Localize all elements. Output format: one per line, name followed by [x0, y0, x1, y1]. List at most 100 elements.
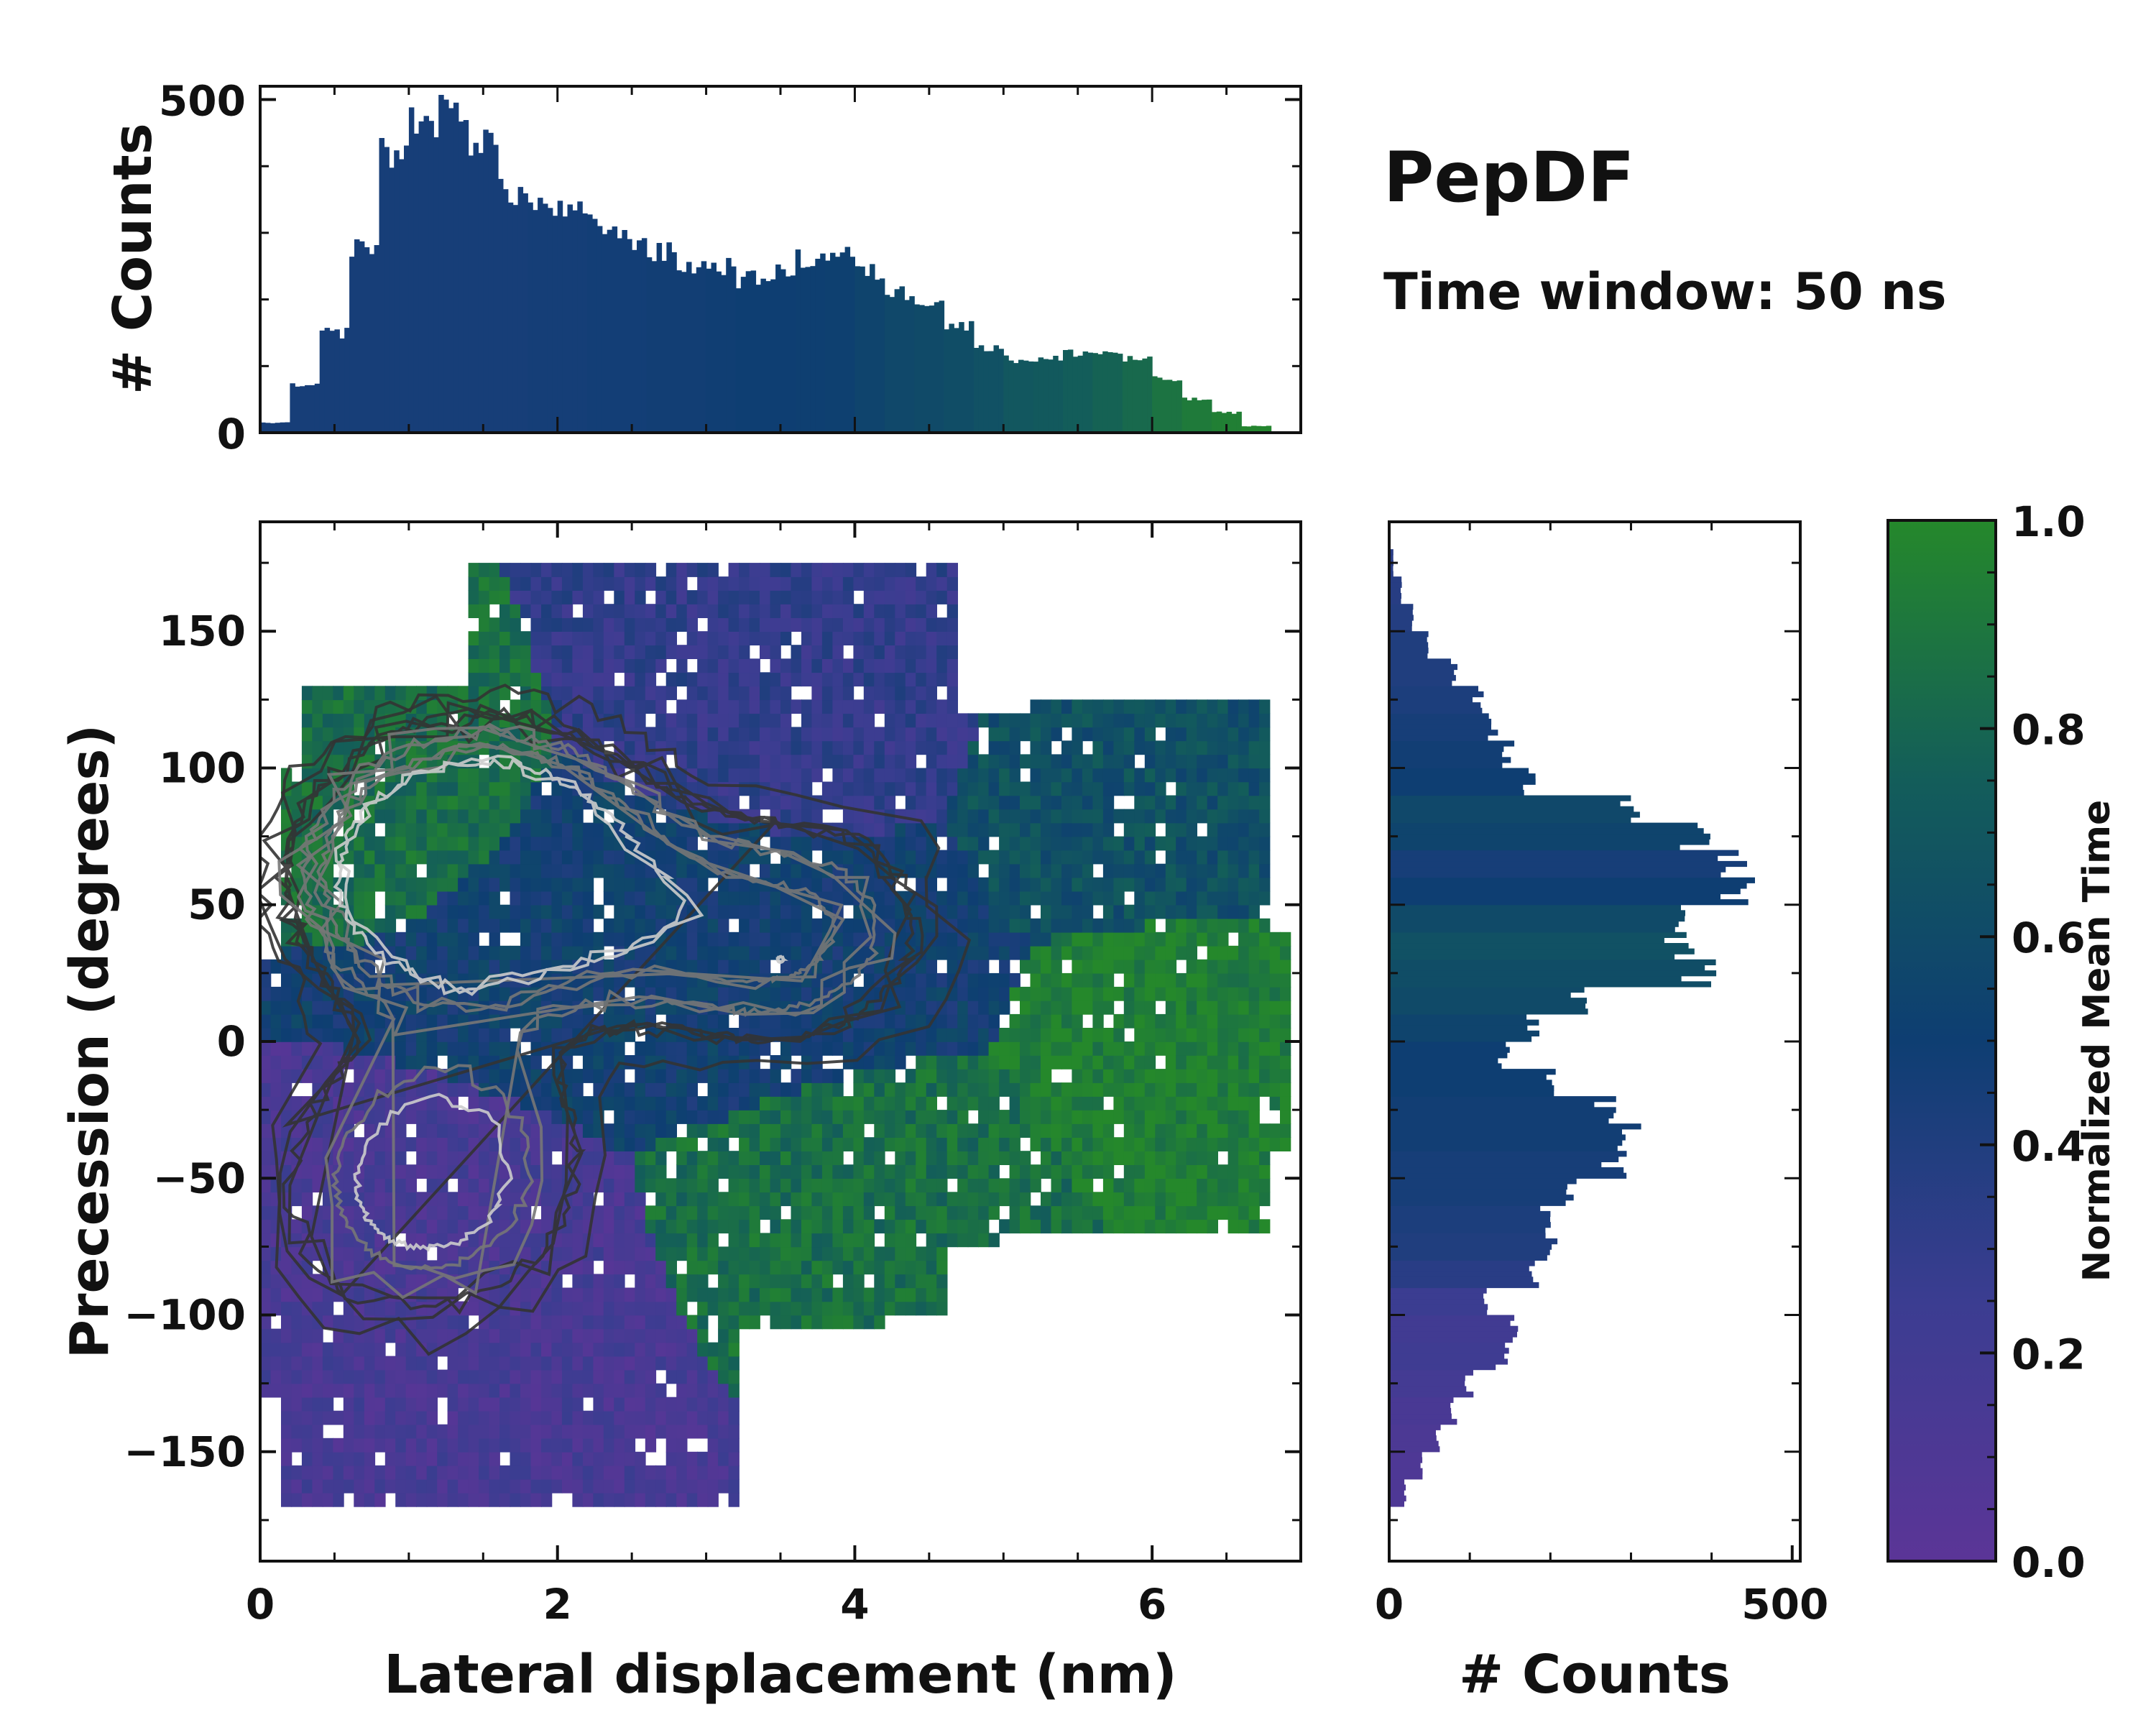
heatmap-cell [957, 1137, 969, 1151]
heatmap-cell [603, 891, 615, 906]
heatmap-cell [416, 1246, 428, 1261]
heatmap-cell [749, 1110, 760, 1124]
top-histogram-bar [1092, 353, 1098, 433]
heatmap-cell [1061, 891, 1073, 906]
heatmap-cell [510, 1082, 521, 1097]
heatmap-cell [988, 795, 1000, 810]
heatmap-cell [811, 563, 823, 577]
heatmap-cell [760, 1137, 771, 1151]
heatmap-cell [988, 713, 1000, 728]
heatmap-cell [1041, 959, 1052, 974]
heatmap-cell [728, 795, 740, 810]
heatmap-cell [479, 1328, 490, 1343]
heatmap-cell [676, 1315, 688, 1330]
heatmap-cell [510, 1492, 521, 1507]
heatmap-cell [697, 1328, 709, 1343]
top-histogram-bar [384, 147, 390, 433]
heatmap-cell [946, 672, 958, 687]
heatmap-cell [780, 1151, 792, 1165]
top-histogram-bar [1216, 411, 1222, 433]
heatmap-cell [1009, 986, 1021, 1001]
heatmap-cell [405, 1274, 417, 1289]
heatmap-cell [770, 1233, 781, 1248]
heatmap-cell [1134, 1151, 1146, 1165]
heatmap-cell [354, 1219, 365, 1234]
heatmap-cell [489, 1096, 500, 1110]
heatmap-cell [957, 904, 969, 919]
heatmap-cell [520, 1342, 532, 1357]
heatmap-cell [291, 1028, 303, 1042]
heatmap-cell [874, 891, 885, 906]
heatmap-cell [1165, 904, 1177, 919]
heatmap-cell [1186, 768, 1197, 783]
heatmap-cell [645, 631, 657, 645]
heatmap-cell [260, 1137, 272, 1151]
heatmap-cell [520, 658, 532, 673]
heatmap-cell [728, 1438, 740, 1453]
heatmap-cell [1186, 1000, 1197, 1015]
heatmap-cell [530, 945, 542, 960]
heatmap-cell [853, 1028, 865, 1042]
heatmap-cell [426, 863, 438, 878]
heatmap-cell [978, 1233, 990, 1248]
heatmap-cell [1155, 781, 1166, 796]
heatmap-cell [582, 1164, 594, 1179]
heatmap-cell [978, 945, 990, 960]
heatmap-cell [364, 863, 376, 878]
heatmap-cell [760, 1178, 771, 1193]
top-histogram-bar [404, 145, 410, 433]
top-histogram-bar [983, 351, 990, 433]
heatmap-cell [530, 932, 542, 947]
heatmap-cell [770, 1219, 781, 1234]
heatmap-cell [520, 932, 532, 947]
heatmap-cell [593, 959, 604, 974]
heatmap-cell [1009, 1137, 1021, 1151]
heatmap-cell [1061, 1192, 1073, 1207]
heatmap-cell [593, 1287, 604, 1302]
heatmap-cell [770, 631, 781, 645]
heatmap-cell [853, 1233, 865, 1248]
heatmap-cell [926, 1082, 937, 1097]
heatmap-cell [707, 1410, 719, 1425]
heatmap-cell [1155, 986, 1166, 1001]
heatmap-cell [489, 877, 500, 892]
heatmap-cell [343, 686, 355, 701]
heatmap-cell [1051, 945, 1062, 960]
heatmap-cell [686, 672, 698, 687]
heatmap-cell [832, 645, 844, 659]
top-histogram-bar [533, 210, 538, 433]
heatmap-cell [364, 1013, 376, 1029]
heatmap-cell [572, 1260, 584, 1275]
heatmap-cell [936, 1287, 948, 1302]
heatmap-cell [821, 645, 834, 659]
heatmap-cell [905, 1219, 917, 1234]
heatmap-cell [593, 1438, 604, 1453]
heatmap-cell [905, 1178, 917, 1193]
heatmap-cell [665, 1397, 677, 1412]
heatmap-cell [1123, 768, 1135, 783]
heatmap-cell [863, 972, 875, 988]
heatmap-cell [936, 1301, 948, 1316]
heatmap-cell [905, 1069, 917, 1083]
heatmap-cell [281, 1328, 292, 1343]
heatmap-cell [749, 945, 760, 960]
heatmap-cell [978, 1000, 990, 1015]
heatmap-cell [895, 1110, 906, 1124]
heatmap-cell [707, 1137, 719, 1151]
heatmap-cell [374, 1301, 386, 1316]
heatmap-cell [760, 1110, 771, 1124]
heatmap-cell [697, 1246, 709, 1261]
heatmap-cell [1176, 795, 1187, 810]
heatmap-cell [655, 713, 667, 728]
heatmap-cell [1186, 891, 1197, 906]
heatmap-cell [333, 1028, 344, 1042]
heatmap-cell [395, 863, 407, 878]
heatmap-cell [895, 1096, 906, 1110]
heatmap-cell [853, 781, 865, 796]
heatmap-cell [1092, 1110, 1104, 1124]
top-histogram-bar [602, 234, 608, 433]
heatmap-cell [697, 1451, 709, 1466]
heatmap-cell [582, 590, 594, 604]
heatmap-cell [395, 1123, 407, 1138]
heatmap-cell [343, 1246, 355, 1261]
